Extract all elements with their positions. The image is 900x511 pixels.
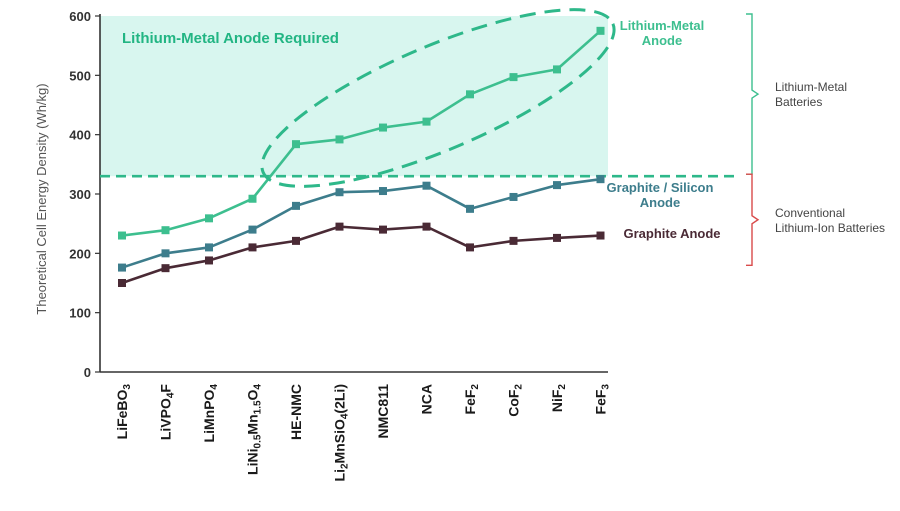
y-tick-label: 0 (84, 365, 91, 380)
series-label-1: Graphite / Silicon (607, 180, 714, 195)
category-label: FeF2 (462, 384, 481, 415)
category-label: LiNi0.5Mn1.5O4 (245, 384, 264, 475)
series-0-point (509, 73, 518, 82)
series-1-point (205, 243, 213, 252)
series-1-point (379, 187, 387, 196)
series-0-point (422, 117, 431, 126)
series-0-point (161, 226, 170, 235)
series-0-point (118, 231, 126, 240)
series-2-point (596, 231, 605, 240)
y-tick-label: 500 (69, 68, 91, 83)
series-2-point (509, 236, 518, 245)
series-0-point (596, 26, 605, 35)
series-label-2: Graphite Anode (623, 226, 720, 241)
y-tick-label: 600 (69, 9, 91, 24)
y-tick-label: 400 (69, 128, 91, 143)
bracket-1 (746, 173, 760, 267)
series-2-point (553, 233, 561, 242)
series-2-point (161, 264, 170, 273)
series-label-1: Anode (640, 195, 680, 210)
series-2-point (292, 236, 300, 245)
series-label-0: Anode (642, 33, 682, 48)
series-0-point (553, 65, 561, 74)
series-1-point (335, 188, 344, 197)
category-label: NCA (419, 384, 435, 414)
series-0-point (466, 90, 474, 99)
region-shade (100, 16, 608, 177)
y-axis-title: Theoretical Cell Energy Density (Wh/kg) (34, 83, 49, 314)
series-1-point (248, 225, 257, 234)
category-label: Li2MnSiO4(2Li) (332, 384, 351, 481)
series-2-point (466, 243, 474, 252)
series-1-point (509, 192, 518, 201)
series-2-point (205, 256, 213, 265)
lithium-metal-region: Lithium-Metal Anode Required (100, 16, 608, 177)
series-1-point (466, 204, 474, 213)
region-label: Lithium-Metal Anode Required (122, 30, 339, 47)
y-tick-label: 300 (69, 187, 91, 202)
series-line-1 (121, 177, 601, 269)
series-1-point (118, 263, 126, 272)
bracket-note-1: Lithium-Ion Batteries (775, 221, 885, 235)
series-2-point (422, 222, 431, 231)
axes: 0 100 200 300 400 500 600 Theoretical Cell Ener… (34, 9, 608, 380)
category-label: LiFeBO3 (114, 384, 133, 440)
series-1-point (596, 175, 605, 184)
series-2-point (118, 279, 126, 287)
category-label: CoF2 (506, 384, 525, 417)
y-tick-label: 100 (69, 306, 91, 321)
lithium-metal-ellipse (260, 8, 616, 188)
series-label-0: Lithium-Metal (620, 18, 705, 33)
y-tick-label: 200 (69, 246, 91, 261)
series-2-point (379, 225, 387, 234)
series-lines (118, 26, 605, 287)
bracket-note-1: Conventional (775, 206, 845, 220)
category-labels: LiFeBO3 LiVPO4F LiMnPO4 LiNi0.5Mn1.5O4 HE-NM… (114, 384, 612, 482)
series-1-point (161, 249, 170, 258)
series-0-point (205, 214, 213, 223)
series-0-point (379, 123, 387, 132)
series-0-point (335, 135, 344, 144)
category-label: NMC811 (375, 384, 391, 439)
series-0-point (248, 194, 257, 203)
category-label: FeF3 (593, 384, 612, 415)
bracket-note-0: Batteries (775, 95, 822, 109)
series-line-2 (121, 225, 601, 285)
series-1-point (422, 181, 431, 190)
bracket-0 (746, 13, 760, 175)
category-label: LiVPO4F (158, 384, 177, 441)
highlight-ellipse (260, 8, 616, 188)
category-label: NiF2 (549, 384, 568, 413)
series-line-0 (121, 29, 602, 237)
category-label: HE-NMC (288, 384, 304, 440)
series-0-point (292, 140, 300, 149)
series-1-point (553, 181, 561, 190)
series-1-point (292, 201, 300, 210)
series-2-point (335, 222, 344, 231)
bracket-note-0: Lithium-Metal (775, 80, 847, 94)
series-2-point (248, 243, 257, 252)
category-label: LiMnPO4 (201, 384, 220, 443)
